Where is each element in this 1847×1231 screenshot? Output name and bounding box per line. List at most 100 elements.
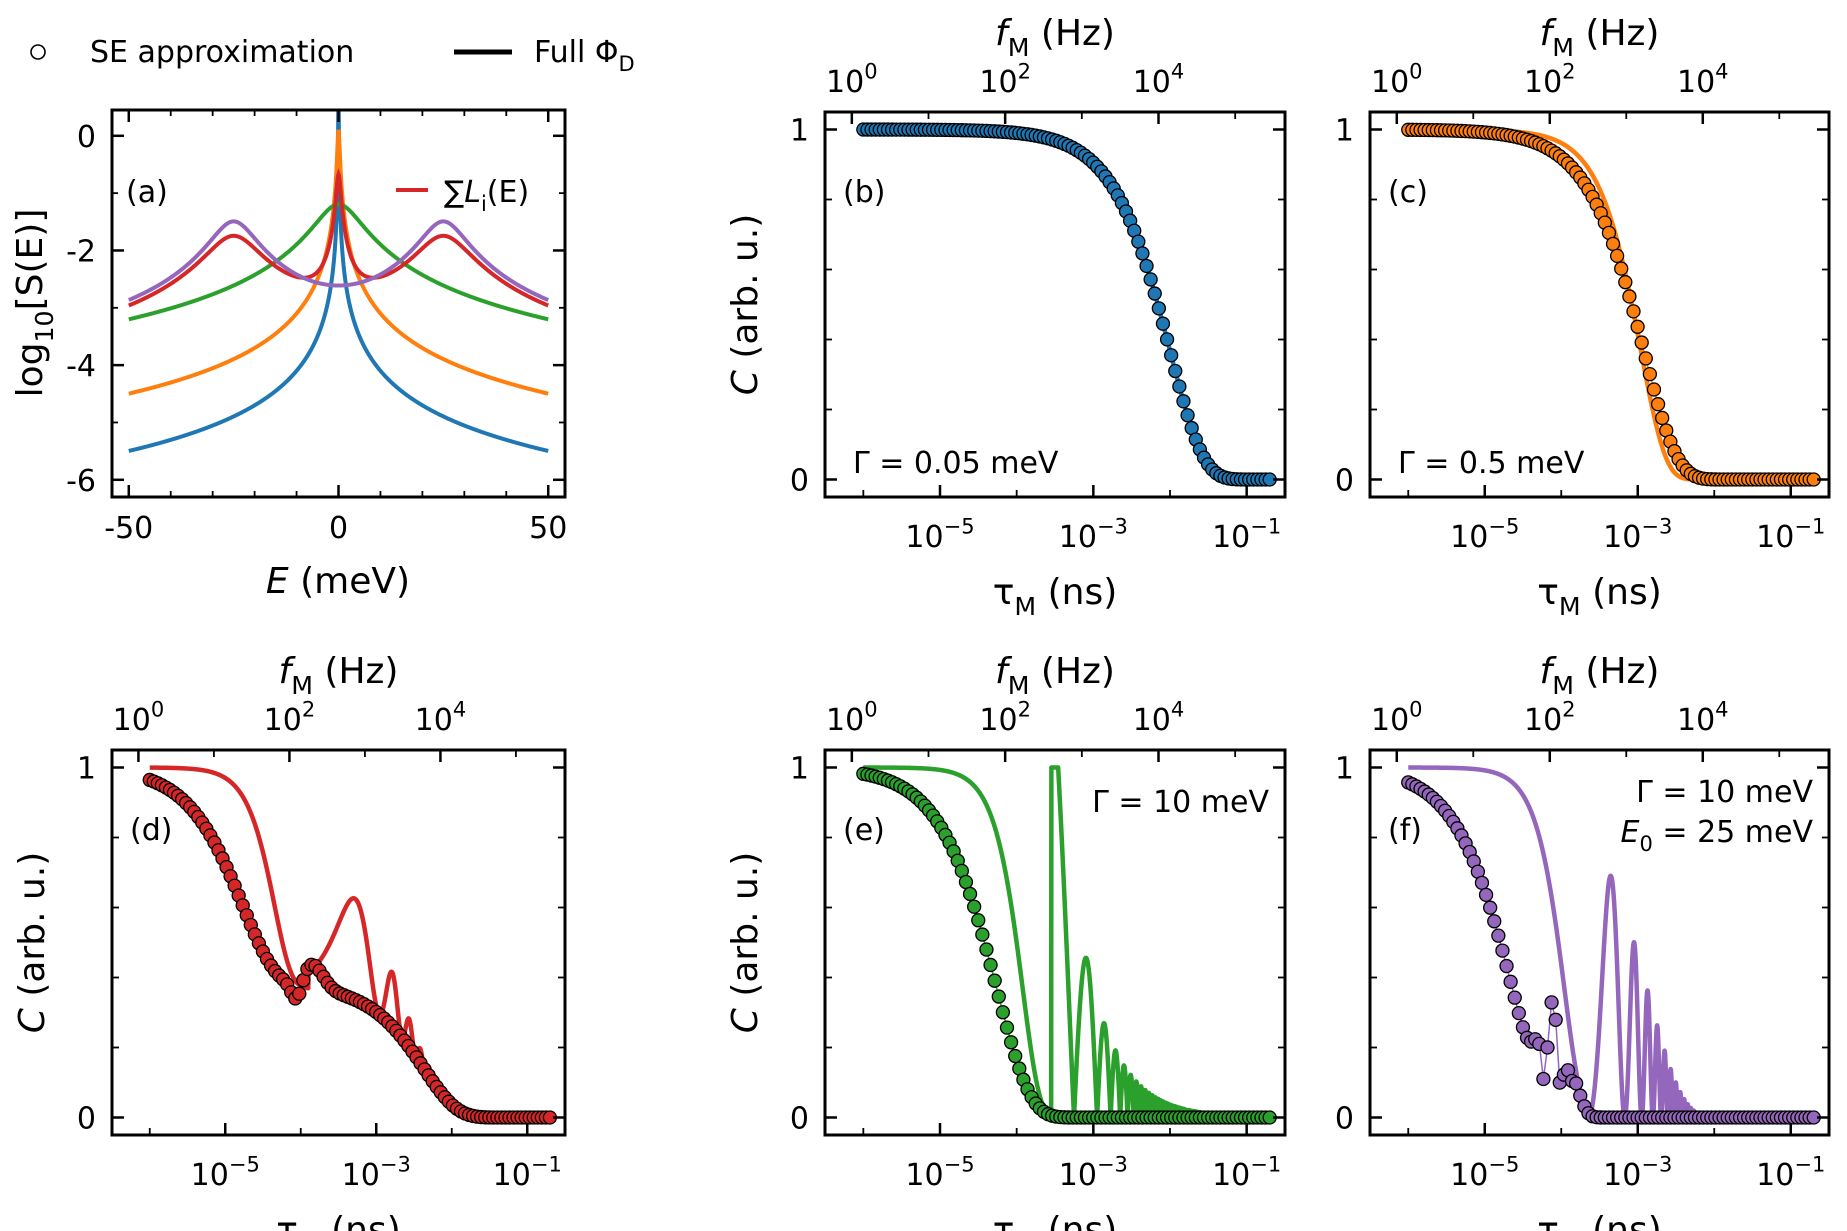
series-line-a-4 (128, 219, 549, 302)
panel-label-d: (d) (130, 813, 172, 848)
se-point-f (1503, 974, 1518, 989)
top-tick-label-c: 104 (1677, 60, 1729, 101)
y-axis-label-b: C (arb. u.) (725, 214, 766, 396)
se-point-e (991, 989, 1006, 1004)
se-point-b (1131, 234, 1146, 249)
se-point-f (1499, 958, 1514, 974)
x-tick-label-c: 10−1 (1756, 515, 1825, 556)
se-point-b (1151, 301, 1166, 316)
top-tick-label-d: 104 (415, 698, 467, 739)
se-point-c (1622, 289, 1637, 304)
x-tick-label-f: 10−3 (1603, 1153, 1672, 1194)
top-tick-label-e: 100 (826, 698, 878, 739)
se-point-f (1478, 887, 1494, 902)
se-point-c (1650, 397, 1666, 412)
x-tick-label-d: 10−3 (342, 1153, 411, 1194)
se-point-e (1003, 1035, 1019, 1050)
figure-legend: SE approximation Full ΦD (30, 35, 635, 76)
se-point-b (1139, 258, 1154, 274)
y-tick-label-d: 1 (77, 752, 96, 787)
panel-b-frame (823, 110, 1287, 499)
y-axis-label-e: C (arb. u.) (725, 852, 766, 1034)
se-point-e (967, 899, 982, 914)
se-point-b (1176, 394, 1191, 409)
annotation-c: Γ = 0.5 meV (1398, 446, 1585, 481)
panel-b-plot-area (856, 122, 1277, 487)
annotation2-f: E0 = 25 meV (1621, 815, 1814, 856)
panel-c-frame (1368, 110, 1831, 499)
top-axis-label-c: fM (Hz) (1540, 13, 1660, 62)
se-point-f (1548, 1012, 1563, 1027)
annotation-b: Γ = 0.05 meV (853, 446, 1059, 481)
se-point-e (1008, 1048, 1023, 1064)
se-point-c (1655, 410, 1670, 426)
se-point-c (1646, 382, 1662, 397)
panel-label-f: (f) (1388, 813, 1422, 848)
se-point-f (1569, 1076, 1584, 1091)
panel-c-plot-area (1401, 122, 1821, 487)
series-line-a-3 (128, 168, 549, 308)
legend-label-sum: ∑Li(E) (444, 175, 529, 216)
y-tick-label-b: 0 (790, 464, 809, 499)
top-tick-label-d: 102 (264, 698, 316, 739)
top-tick-label-e: 104 (1133, 698, 1185, 739)
se-point-c (1626, 304, 1641, 319)
x-tick-label-d: 10−5 (191, 1153, 260, 1194)
se-point-f (1536, 1071, 1551, 1087)
y-tick-label-a: -6 (66, 464, 96, 499)
se-point-f (1487, 914, 1502, 929)
panel-c: 10−5 10−3 10−1 100 102 104 0 1 (c) Γ = 0.5 meV τM … (1335, 13, 1831, 621)
panel-a: -50 0 50 0 -2 -4 -6 (a) ∑Li(E) E (meV) log10[S(E)] (10, 108, 567, 602)
y-tick-label-a: 0 (77, 120, 96, 155)
x-tick-label-c: 10−5 (1450, 515, 1519, 556)
x-axis-label-b: τM (ns) (993, 572, 1118, 621)
se-point-c (1605, 236, 1621, 252)
panel-label-b: (b) (843, 175, 885, 210)
y-axis-label-a: log10[S(E)] (10, 209, 59, 398)
legend-label-full: Full ΦD (534, 35, 635, 76)
series-line-full-d (147, 765, 552, 1120)
se-point-c (1638, 351, 1653, 366)
top-tick-label-f: 100 (1371, 698, 1423, 739)
se-point-b (1172, 379, 1187, 394)
y-tick-label-b: 1 (790, 114, 809, 149)
se-point-c (1634, 335, 1649, 350)
se-point-c (1642, 366, 1658, 382)
panel-label-e: (e) (843, 813, 885, 848)
y-tick-label-c: 1 (1335, 114, 1354, 149)
se-point-b (1168, 363, 1183, 379)
top-tick-label-d: 100 (113, 698, 165, 739)
se-point-b (1164, 348, 1179, 363)
panel-d-frame (110, 748, 567, 1137)
top-tick-label-c: 100 (1371, 60, 1423, 101)
series-line-full-c (1406, 127, 1816, 482)
se-point-e (971, 913, 986, 928)
top-tick-label-b: 104 (1133, 60, 1185, 101)
legend-marker-se (30, 44, 46, 60)
panel-e: 10−5 10−3 10−1 100 102 104 0 1 (e) Γ = 10 meV τM (… (725, 651, 1287, 1231)
panel-d: 10−5 10−3 10−1 100 102 104 0 1 (d) τM (ns) fM (Hz)… (12, 651, 567, 1231)
series-line-se-c (1408, 129, 1814, 481)
top-tick-label-f: 102 (1524, 698, 1576, 739)
se-point-e (962, 886, 978, 902)
se-point-e (995, 1005, 1011, 1020)
x-tick-label-d: 10−1 (493, 1153, 562, 1194)
x-tick-label-b: 10−3 (1059, 515, 1128, 556)
y-tick-label-a: -4 (66, 349, 96, 384)
x-axis-label-d: τM (ns) (276, 1210, 401, 1231)
se-point-e (999, 1020, 1015, 1035)
y-axis-label-d: C (arb. u.) (12, 852, 53, 1034)
top-tick-label-b: 100 (826, 60, 878, 101)
panel-e-frame (823, 748, 1287, 1137)
se-point-f (1483, 900, 1498, 915)
se-point-c (1614, 261, 1629, 276)
series-line-a-1 (128, 129, 549, 396)
series-line-a-0 (128, 110, 549, 453)
top-axis-label-b: fM (Hz) (995, 13, 1115, 62)
annotation-f: Γ = 10 meV (1636, 775, 1813, 810)
series-line-se-b (863, 128, 1270, 481)
y-tick-label-c: 0 (1335, 464, 1354, 499)
y-tick-label-f: 1 (1335, 752, 1354, 787)
x-axis-label-c: τM (ns) (1537, 572, 1662, 621)
se-point-f (1495, 943, 1510, 958)
